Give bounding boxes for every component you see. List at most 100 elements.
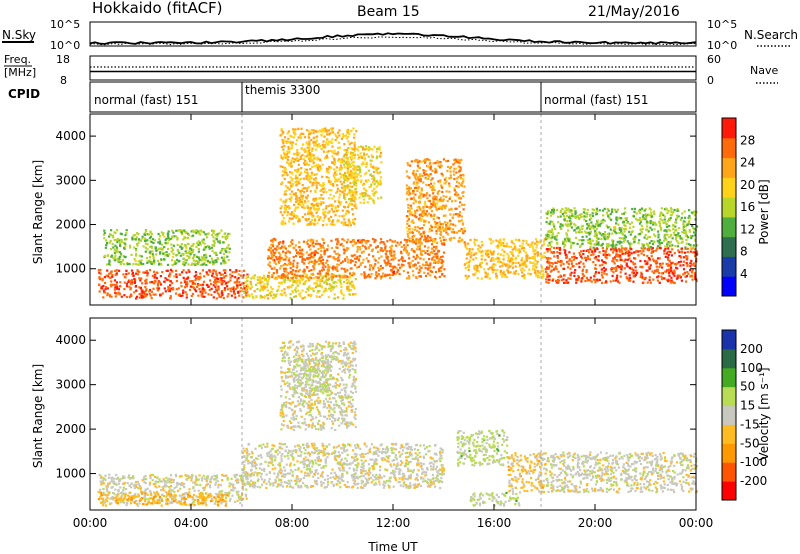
range-gate-cell: [547, 267, 550, 270]
range-gate-cell: [325, 223, 328, 226]
range-gate-cell: [296, 170, 299, 173]
range-gate-cell: [347, 258, 350, 261]
range-gate-cell: [370, 165, 373, 168]
range-gate-cell: [691, 263, 694, 266]
range-gate-cell: [303, 170, 307, 174]
freq-tick-low: 8: [60, 74, 67, 87]
range-gate-cell: [367, 240, 370, 243]
range-gate-cell: [300, 201, 303, 204]
range-gate-cell: [154, 246, 157, 249]
range-gate-cell: [631, 271, 634, 274]
range-gate-cell: [411, 259, 414, 262]
range-gate-cell: [171, 264, 174, 267]
range-gate-cell: [344, 223, 348, 227]
range-gate-cell: [334, 207, 337, 210]
range-gate-cell: [362, 258, 365, 261]
range-gate-cell: [416, 177, 419, 180]
range-gate-cell: [337, 159, 340, 162]
range-gate-cell: [227, 243, 230, 247]
range-gate-cell: [342, 245, 345, 248]
range-gate-cell: [106, 263, 109, 266]
range-gate-cell: [128, 295, 131, 299]
range-gate-cell: [109, 233, 112, 236]
range-gate-cell: [359, 263, 362, 266]
range-gate-cell: [315, 295, 319, 298]
range-gate-cell: [336, 266, 339, 269]
range-gate-cell: [287, 286, 290, 289]
range-gate-cell: [186, 282, 189, 285]
range-gate-cell: [320, 245, 323, 248]
range-gate-cell: [291, 268, 295, 272]
range-gate-cell: [675, 263, 678, 266]
range-gate-cell: [333, 159, 336, 162]
range-gate-cell: [338, 263, 341, 266]
range-gate-cell: [324, 210, 327, 213]
range-gate-cell: [386, 263, 389, 266]
range-gate-cell: [437, 180, 440, 183]
range-gate-cell: [623, 260, 626, 263]
range-gate-cell: [329, 180, 333, 183]
range-gate-cell: [420, 241, 423, 244]
range-gate-cell: [151, 274, 154, 277]
range-gate-cell: [414, 264, 417, 267]
range-gate-cell: [316, 158, 319, 161]
range-gate-cell: [246, 283, 249, 286]
range-gate-cell: [614, 255, 618, 258]
range-gate-cell: [173, 275, 176, 278]
range-gate-cell: [445, 180, 448, 183]
range-gate-cell: [169, 295, 172, 298]
range-gate-cell: [359, 192, 362, 195]
range-gate-cell: [408, 210, 411, 213]
range-gate-cell: [118, 285, 122, 288]
range-gate-cell: [329, 284, 333, 287]
range-gate-cell: [535, 274, 538, 277]
range-gate-cell: [674, 266, 678, 269]
range-gate-cell: [604, 268, 607, 271]
range-gate-cell: [174, 269, 178, 272]
range-gate-cell: [360, 156, 363, 160]
range-gate-cell: [285, 140, 288, 143]
range-gate-cell: [306, 171, 309, 174]
range-gate-cell: [418, 175, 421, 178]
range-gate-cell: [334, 170, 337, 173]
range-gate-cell: [567, 229, 570, 232]
range-gate-cell: [407, 210, 410, 213]
range-gate-cell: [112, 246, 115, 249]
range-gate-cell: [481, 261, 484, 264]
range-gate-cell: [292, 222, 295, 225]
range-gate-cell: [285, 153, 288, 156]
range-gate-cell: [215, 253, 218, 257]
range-gate-cell: [421, 263, 424, 266]
range-gate-cell: [315, 139, 318, 142]
range-gate-cell: [550, 230, 553, 233]
range-gate-cell: [462, 178, 465, 181]
range-gate-cell: [146, 248, 149, 251]
range-gate-cell: [639, 265, 642, 268]
range-gate-cell: [352, 152, 355, 155]
range-gate-cell: [678, 255, 681, 258]
range-gate-cell: [439, 181, 442, 184]
range-gate-cell: [249, 280, 252, 283]
range-gate-cell: [443, 178, 446, 181]
range-gate-cell: [330, 215, 333, 218]
range-gate-cell: [406, 271, 409, 274]
range-gate-cell: [294, 206, 298, 209]
range-gate-cell: [197, 257, 200, 260]
range-gate-cell: [140, 288, 143, 291]
range-gate-cell: [322, 208, 325, 211]
range-gate-cell: [314, 136, 317, 139]
range-gate-cell: [351, 274, 354, 277]
range-gate-cell: [415, 242, 418, 245]
range-gate-cell: [554, 227, 557, 231]
range-gate-cell: [610, 269, 613, 272]
range-gate-cell: [413, 250, 416, 253]
range-gate-cell: [287, 245, 291, 248]
range-gate-cell: [264, 278, 267, 281]
range-gate-cell: [405, 249, 408, 252]
range-gate-cell: [121, 259, 124, 262]
range-gate-cell: [194, 278, 197, 282]
range-gate-cell: [390, 251, 393, 254]
range-gate-cell: [320, 167, 323, 170]
range-gate-cell: [303, 163, 307, 166]
range-gate-cell: [157, 287, 161, 290]
